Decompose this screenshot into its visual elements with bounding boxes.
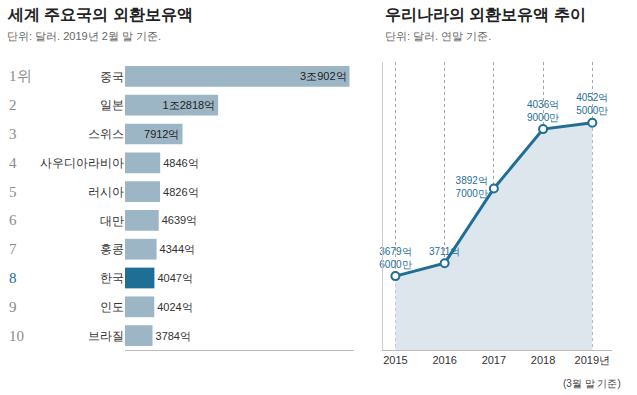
svg-text:단위: 달러. 2019년 2월 말 기준.: 단위: 달러. 2019년 2월 말 기준.	[7, 30, 161, 42]
svg-text:1조2818억: 1조2818억	[163, 99, 216, 111]
svg-text:일본: 일본	[100, 98, 124, 112]
svg-text:3679억6000만: 3679억6000만	[379, 246, 411, 270]
svg-text:10: 10	[9, 328, 24, 344]
svg-text:2019년: 2019년	[575, 354, 610, 366]
svg-text:6: 6	[9, 212, 17, 228]
svg-text:한국: 한국	[100, 271, 124, 285]
svg-text:대만: 대만	[100, 214, 124, 228]
svg-text:사우디아라비아: 사우디아라비아	[40, 156, 124, 170]
svg-text:브라질: 브라질	[88, 329, 124, 343]
svg-text:2015: 2015	[383, 354, 407, 366]
svg-text:러시아: 러시아	[88, 185, 124, 199]
svg-text:4826억: 4826억	[163, 186, 198, 198]
svg-text:4047억: 4047억	[157, 272, 192, 284]
svg-text:3711억: 3711억	[429, 246, 461, 257]
svg-text:4024억: 4024억	[157, 301, 192, 313]
svg-text:2018: 2018	[531, 354, 555, 366]
svg-text:2017: 2017	[482, 354, 506, 366]
svg-text:인도: 인도	[100, 300, 124, 314]
svg-text:3: 3	[9, 126, 17, 142]
svg-text:우리나라의 외환보유액 추이: 우리나라의 외환보유액 추이	[385, 6, 586, 23]
svg-text:4846억: 4846억	[163, 157, 198, 169]
svg-text:2016: 2016	[432, 354, 456, 366]
svg-text:3892억7000만: 3892억7000만	[456, 175, 488, 199]
svg-text:3조902억: 3조902억	[300, 70, 346, 82]
svg-text:7: 7	[9, 241, 17, 257]
svg-text:3784억: 3784억	[156, 330, 191, 342]
svg-text:4: 4	[9, 155, 17, 171]
svg-text:2: 2	[9, 97, 17, 113]
svg-text:4639억: 4639억	[162, 214, 197, 226]
svg-text:세계 주요국의 외환보유액: 세계 주요국의 외환보유액	[7, 6, 193, 23]
svg-text:8: 8	[9, 270, 17, 286]
svg-text:9: 9	[9, 299, 17, 315]
svg-text:7912억: 7912억	[144, 128, 179, 140]
svg-text:홍콩: 홍콩	[100, 242, 124, 256]
svg-text:(3월 말 기준): (3월 말 기준)	[563, 378, 621, 389]
svg-text:스위스: 스위스	[88, 127, 124, 141]
svg-text:중국: 중국	[100, 70, 124, 84]
svg-text:5: 5	[9, 184, 17, 200]
svg-text:4344억: 4344억	[160, 243, 195, 255]
svg-text:4052억5000만: 4052억5000만	[576, 92, 608, 116]
svg-text:4036억9000만: 4036억9000만	[527, 99, 559, 123]
svg-text:1위: 1위	[9, 68, 32, 84]
svg-text:단위: 달러. 연말 기준.: 단위: 달러. 연말 기준.	[385, 30, 491, 42]
